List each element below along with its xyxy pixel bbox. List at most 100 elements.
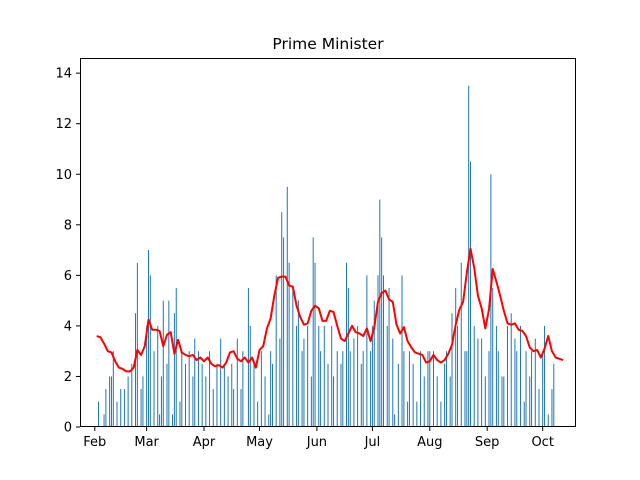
bar [240, 389, 242, 427]
bar [303, 338, 305, 427]
bar [120, 389, 122, 427]
bar [346, 262, 348, 427]
bar [432, 351, 434, 427]
bar [451, 313, 453, 427]
bar [253, 363, 255, 427]
bar [547, 414, 549, 427]
bar [449, 376, 451, 427]
bar [347, 287, 349, 427]
plot-area [80, 58, 576, 428]
bar [516, 351, 518, 427]
bar [192, 376, 194, 427]
bar [179, 401, 181, 427]
bar [142, 376, 144, 427]
bar [168, 300, 170, 427]
x-axis: Feb Mar Apr May Jun Jul Aug Sep Oct [83, 427, 554, 450]
x-tick-label: Jul [364, 435, 381, 450]
bar [477, 338, 479, 427]
bar [292, 287, 294, 427]
bar [146, 325, 148, 427]
y-tick-label: 8 [64, 218, 72, 233]
bar [227, 376, 229, 427]
x-tick-label: Oct [531, 435, 553, 450]
bar [412, 363, 414, 427]
y-tick-label: 10 [55, 168, 72, 183]
bar [279, 338, 281, 427]
bar [314, 262, 316, 427]
bar [510, 313, 512, 427]
bar [408, 351, 410, 427]
bar [271, 363, 273, 427]
bar [162, 300, 164, 427]
x-tick-label: Mar [134, 435, 159, 450]
bar [201, 363, 203, 427]
bar [103, 414, 105, 427]
bar [371, 325, 373, 427]
axes-frame [80, 58, 576, 427]
bar [357, 325, 359, 427]
bar [455, 287, 457, 427]
bar [342, 351, 344, 427]
bar [283, 237, 285, 427]
moving-average-line [96, 247, 564, 373]
bar [233, 389, 235, 427]
bar [231, 363, 233, 427]
bar [373, 300, 375, 427]
x-tick-label: Sep [475, 435, 500, 450]
bar [514, 338, 516, 427]
bar [407, 401, 409, 427]
bar [553, 363, 555, 427]
bar [197, 351, 199, 427]
bar [401, 275, 403, 427]
bar [223, 363, 225, 427]
bar [362, 351, 364, 427]
bar [296, 325, 298, 427]
bar [416, 401, 418, 427]
bar [460, 262, 462, 427]
bar [551, 389, 553, 427]
bar [320, 351, 322, 427]
x-tick-label: Jun [306, 435, 327, 450]
bar [370, 351, 372, 427]
bar [353, 338, 355, 427]
y-tick-label: 14 [55, 67, 72, 82]
bar [157, 325, 159, 427]
bar [544, 325, 546, 427]
x-tick-label: Aug [417, 435, 442, 450]
bar [242, 351, 244, 427]
bar [194, 338, 196, 427]
bar [220, 338, 222, 427]
bar [445, 351, 447, 427]
bar [136, 262, 138, 427]
chart-title: Prime Minister [272, 35, 384, 53]
bar [403, 351, 405, 427]
bar [386, 325, 388, 427]
bar [310, 376, 312, 427]
bar [188, 351, 190, 427]
bar [481, 338, 483, 427]
bar [110, 376, 112, 427]
bar [503, 376, 505, 427]
bar [392, 338, 394, 427]
bar [444, 363, 446, 427]
bar [153, 351, 155, 427]
y-axis: 0 2 4 6 8 10 12 14 [55, 67, 80, 436]
bar [297, 300, 299, 427]
bar [507, 325, 509, 427]
bar [172, 414, 174, 427]
bar [333, 376, 335, 427]
bar [288, 262, 290, 427]
bar [149, 275, 151, 427]
bar [366, 275, 368, 427]
bar [397, 363, 399, 427]
y-tick-label: 12 [55, 117, 72, 132]
x-tick-label: May [246, 435, 273, 450]
bar [534, 338, 536, 427]
bar [495, 325, 497, 427]
bar [488, 351, 490, 427]
bar [140, 389, 142, 427]
bar [109, 376, 111, 427]
bar [379, 199, 381, 427]
bar [260, 351, 262, 427]
bar [349, 351, 351, 427]
